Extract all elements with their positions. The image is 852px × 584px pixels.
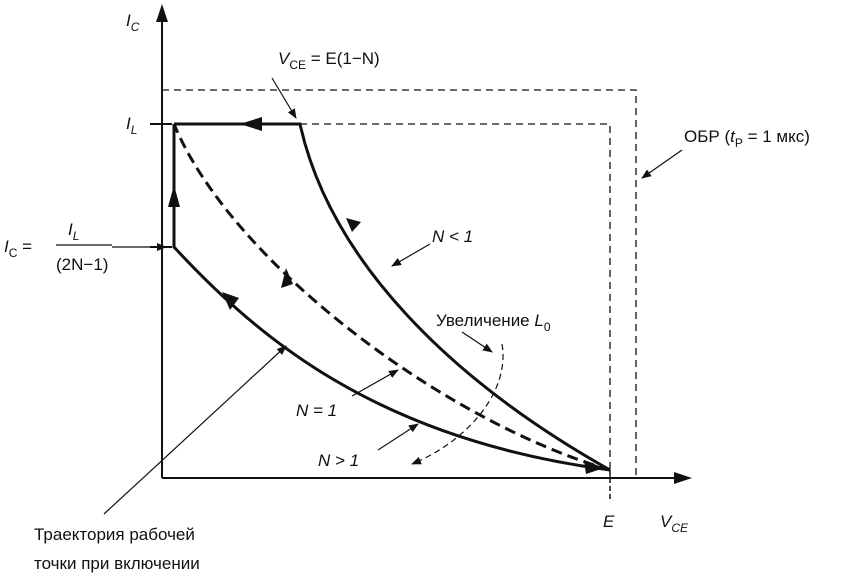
trajectory-caption-line2: точки при включении bbox=[34, 554, 200, 573]
e-tick-label: E bbox=[603, 512, 615, 531]
n-gt-1-leader bbox=[377, 423, 419, 451]
y-axis-arrow bbox=[156, 4, 168, 22]
sor-boundary-inner bbox=[300, 123, 611, 478]
n-lt-1-label: N < 1 bbox=[432, 227, 473, 246]
arrow-end-right bbox=[584, 460, 604, 474]
sor-boundary-outer bbox=[162, 89, 637, 478]
x-axis-arrow bbox=[674, 472, 692, 484]
trajectory-leader bbox=[103, 345, 287, 515]
il-tick-label: IL bbox=[126, 114, 137, 137]
x-axis-label: VCE bbox=[660, 512, 689, 535]
increase-l0-arc bbox=[411, 343, 504, 465]
ic-formula-lhs: IC = bbox=[4, 237, 32, 260]
n-eq-1-label: N = 1 bbox=[296, 401, 337, 420]
arrow-n-lt-1 bbox=[346, 218, 361, 232]
n-gt-1-label: N > 1 bbox=[318, 451, 359, 470]
sor-leader bbox=[641, 149, 683, 179]
trajectory-n-eq-1 bbox=[172, 123, 611, 472]
sor-label: ОБР (tP = 1 мкс) bbox=[684, 127, 810, 150]
arrow-n-eq-1 bbox=[281, 268, 293, 288]
arrow-vertical bbox=[168, 185, 180, 207]
trajectory-caption-line1: Траектория рабочей bbox=[34, 525, 195, 544]
trajectory-n-lt-1 bbox=[174, 122, 611, 472]
ic-formula-numerator: IL bbox=[68, 220, 79, 243]
vce-formula: VCE = E(1−N) bbox=[278, 49, 380, 72]
arrow-n-gt-1 bbox=[222, 292, 239, 310]
increase-l0-label: Увеличение L0 bbox=[436, 311, 551, 334]
n-lt-1-leader bbox=[391, 243, 431, 267]
vce-leader bbox=[271, 77, 297, 119]
ic-formula-denominator: (2N−1) bbox=[56, 255, 108, 274]
increase-leader bbox=[461, 331, 493, 353]
arrow-top-left bbox=[240, 117, 262, 131]
y-axis-label: IC bbox=[126, 11, 140, 34]
n-eq-1-leader bbox=[351, 369, 399, 397]
trajectory-n-gt-1 bbox=[172, 124, 611, 472]
